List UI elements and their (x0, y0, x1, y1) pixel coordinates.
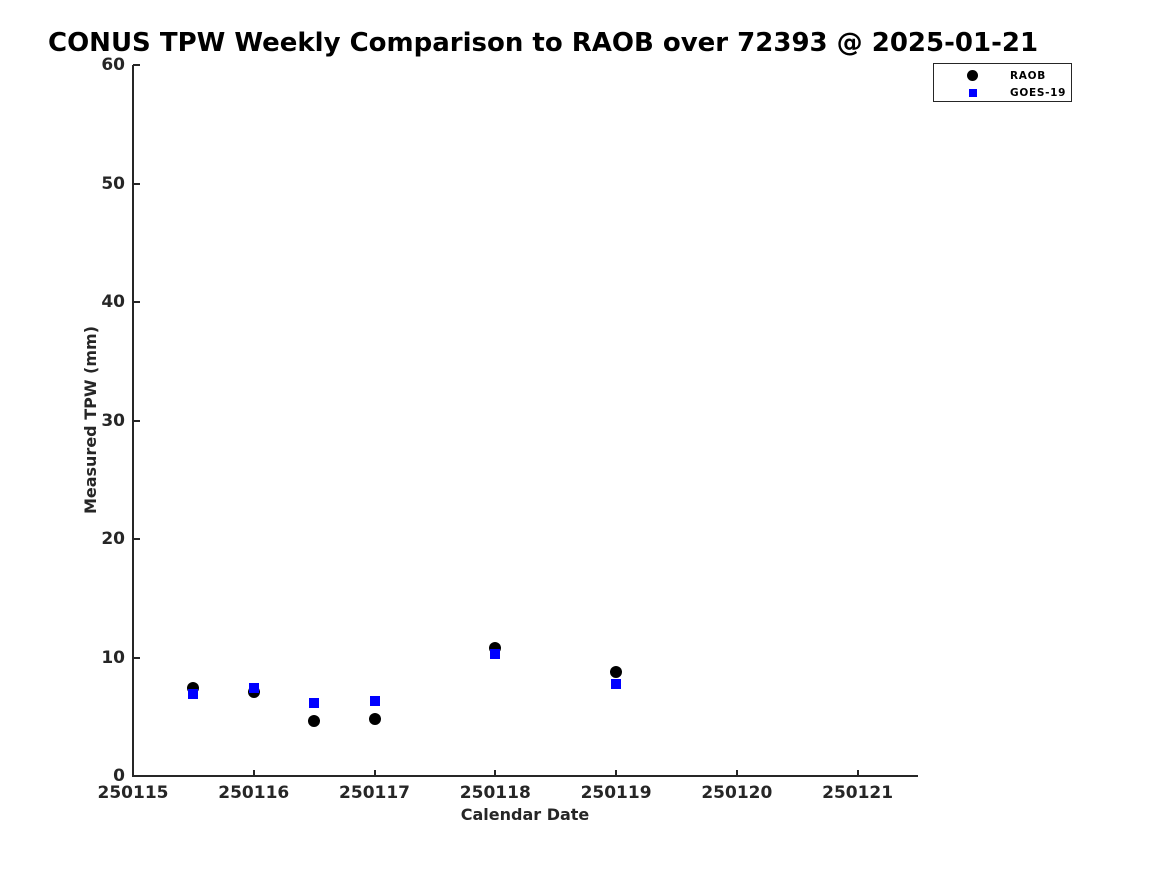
data-point-goes-19 (248, 683, 259, 694)
x-tick-label: 250117 (339, 783, 411, 803)
y-tick (133, 775, 140, 777)
legend-entry-goes-19: GOES-19 (934, 84, 1071, 102)
x-tick (494, 770, 497, 776)
data-point-goes-19 (490, 648, 501, 659)
x-tick-label: 250115 (97, 783, 169, 803)
data-point-raob (308, 715, 321, 728)
x-tick (373, 770, 376, 776)
y-tick (133, 182, 140, 185)
chart-title: CONUS TPW Weekly Comparison to RAOB over… (48, 28, 1039, 58)
x-tick-label: 250116 (218, 783, 290, 803)
y-tick-label: 0 (113, 766, 125, 786)
y-tick (133, 64, 140, 66)
x-tick (615, 770, 618, 776)
x-tick (856, 770, 859, 776)
y-tick (133, 419, 140, 422)
x-tick (252, 770, 255, 776)
square-icon (969, 89, 977, 97)
y-tick-label: 50 (101, 173, 125, 194)
legend-label: RAOB (1010, 70, 1046, 82)
y-tick-label: 10 (101, 647, 125, 668)
x-tick-label: 250118 (459, 783, 531, 803)
data-point-raob (368, 713, 381, 726)
legend-label: GOES-19 (1010, 87, 1067, 99)
y-tick-label: 40 (101, 292, 125, 312)
data-point-raob (610, 665, 623, 678)
y-tick-label: 30 (101, 410, 125, 431)
y-tick-label: 60 (101, 55, 125, 75)
x-tick-label: 250121 (822, 783, 894, 803)
circle-icon (967, 70, 978, 81)
x-axis-line (132, 775, 918, 777)
data-point-goes-19 (309, 697, 320, 708)
x-tick-label: 250119 (580, 783, 652, 803)
x-tick-label: 250120 (701, 783, 773, 803)
data-point-goes-19 (369, 696, 380, 707)
data-point-goes-19 (611, 678, 622, 689)
x-axis-label: Calendar Date (460, 805, 590, 824)
x-tick (735, 770, 738, 776)
y-axis-label: Measured TPW (mm) (81, 325, 100, 515)
data-point-goes-19 (188, 689, 199, 700)
x-tick (132, 770, 134, 776)
y-tick (133, 656, 140, 659)
y-tick (133, 301, 140, 303)
y-tick-label: 20 (101, 529, 125, 549)
legend: RAOB GOES-19 (933, 63, 1072, 102)
legend-entry-raob: RAOB (934, 67, 1071, 85)
y-tick (133, 538, 140, 540)
